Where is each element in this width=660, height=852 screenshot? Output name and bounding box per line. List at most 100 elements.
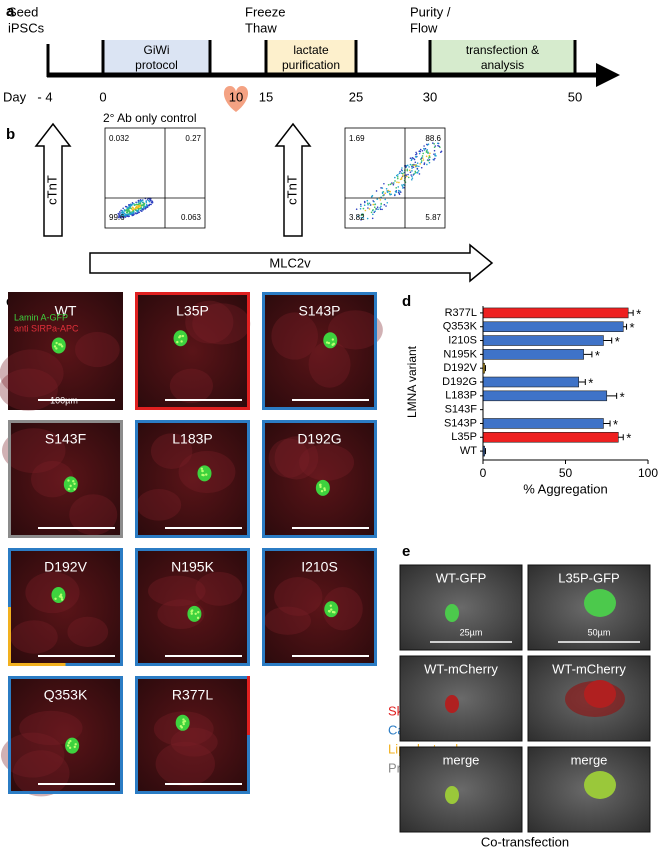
- flow-event: [399, 170, 401, 173]
- nucleus: [584, 589, 616, 617]
- flow-event: [126, 210, 129, 213]
- stage-label: purification: [282, 58, 340, 72]
- flow-event: [400, 172, 403, 174]
- nucleus-speck: [72, 480, 75, 483]
- nucleus-speck: [331, 338, 335, 341]
- y-marker: cTnT: [284, 175, 299, 205]
- flow-event: [140, 210, 143, 213]
- cell-outline: [322, 586, 363, 631]
- bar: [482, 349, 584, 360]
- cell-outline: [67, 616, 109, 647]
- flow-event: [139, 198, 142, 201]
- day-value: 15: [259, 89, 273, 104]
- flow-event: [396, 176, 399, 178]
- flow-event: [145, 200, 147, 202]
- day-value: 25: [349, 89, 363, 104]
- micrograph: [8, 676, 123, 794]
- flow-event: [401, 172, 404, 175]
- flow-event: [408, 166, 410, 168]
- y-tick-label: L35P: [451, 431, 477, 443]
- flow-event: [415, 151, 417, 154]
- flow-event: [418, 165, 420, 168]
- flow-event: [410, 159, 413, 162]
- flow-event: [423, 145, 425, 147]
- group-border: [135, 292, 250, 410]
- flow-event: [357, 215, 359, 217]
- flow-event: [382, 194, 384, 197]
- variant-label: S143F: [45, 431, 86, 447]
- flow-event: [132, 207, 135, 209]
- nucleus-speck: [66, 744, 70, 747]
- flow-event: [433, 149, 436, 152]
- flow-event: [124, 205, 127, 208]
- nucleus-speck: [69, 484, 72, 488]
- flow-event: [142, 201, 145, 204]
- nucleus-speck: [197, 611, 200, 614]
- flow-event: [117, 212, 120, 215]
- flow-event: [118, 213, 120, 216]
- flow-event: [355, 208, 358, 210]
- flow-event: [137, 204, 139, 207]
- day-value: 50: [568, 89, 582, 104]
- flow-event: [406, 168, 409, 171]
- flow-event: [366, 217, 369, 220]
- cell-outline: [147, 575, 206, 607]
- error-bar: [484, 448, 486, 455]
- flow-event: [386, 201, 389, 204]
- cell-outline: [308, 341, 351, 388]
- flow-event: [370, 211, 373, 214]
- group-border: [262, 420, 377, 538]
- flow-event: [423, 147, 425, 150]
- flow-event: [147, 199, 150, 202]
- flow-event: [124, 213, 127, 216]
- x-marker: MLC2v: [269, 255, 311, 270]
- flow-event: [411, 157, 414, 159]
- cell-outline: [169, 368, 214, 404]
- significance-mark: *: [613, 417, 618, 432]
- error-bar: [606, 392, 618, 399]
- group-border: [135, 548, 250, 666]
- cell-outline: [271, 312, 318, 360]
- heart-marker: [223, 86, 249, 112]
- nucleus-speck: [180, 726, 184, 729]
- flow-event: [149, 199, 152, 202]
- flow-event: [425, 155, 428, 158]
- flow-event: [434, 145, 437, 147]
- flow-event: [401, 187, 404, 189]
- flow-event: [361, 214, 363, 217]
- flow-event: [438, 145, 440, 148]
- flow-event: [143, 206, 146, 208]
- cell-outline: [268, 438, 310, 478]
- flow-event: [412, 166, 415, 168]
- flow-event: [135, 205, 138, 208]
- flow-event: [418, 150, 420, 153]
- event-label: iPSCs: [8, 20, 45, 35]
- cell-outline: [192, 303, 251, 345]
- flow-event: [372, 203, 375, 206]
- flow-event: [416, 162, 419, 164]
- error-bar: [603, 337, 613, 344]
- flow-event: [139, 202, 142, 205]
- flow-event: [413, 158, 416, 161]
- flow-event: [364, 209, 367, 212]
- flow-event: [120, 209, 122, 212]
- flow-event: [136, 212, 139, 215]
- stage-box: [430, 40, 575, 75]
- flow-event: [395, 187, 398, 189]
- nucleus: [51, 586, 66, 603]
- flow-event: [405, 164, 408, 167]
- flow-event: [359, 203, 362, 206]
- nucleus: [584, 771, 616, 799]
- flow-event: [148, 204, 151, 207]
- flow-event: [118, 215, 120, 217]
- significance-mark: *: [588, 375, 593, 390]
- flow-event: [387, 183, 390, 186]
- nucleus-speck: [325, 341, 329, 344]
- flow-event: [418, 173, 421, 175]
- flow-event: [414, 155, 417, 158]
- flow-event: [150, 201, 153, 204]
- event-label: Freeze: [245, 4, 285, 19]
- flow-event: [371, 194, 374, 197]
- error-bar: [618, 434, 624, 441]
- flow-event: [363, 201, 366, 204]
